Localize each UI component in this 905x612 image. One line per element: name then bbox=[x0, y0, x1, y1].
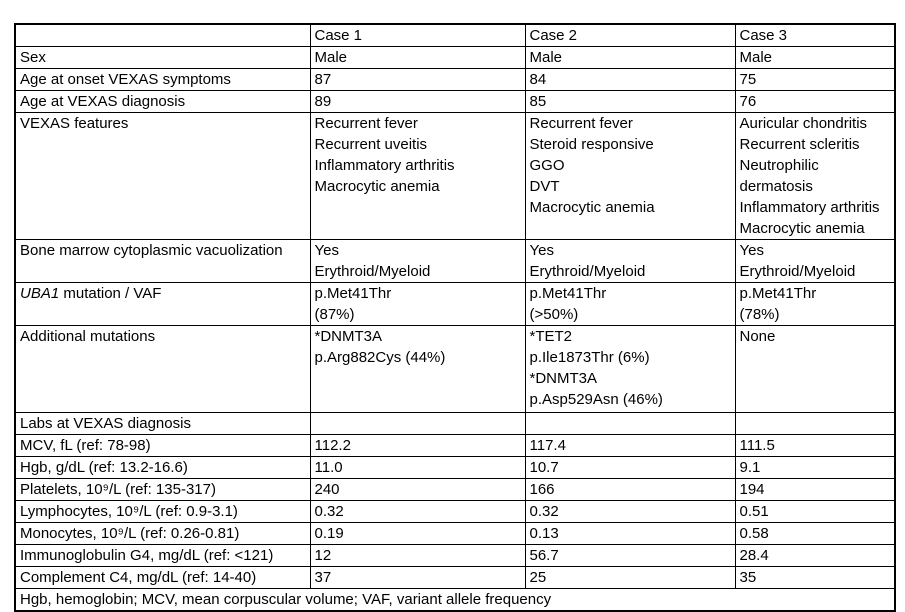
table-footnote: Hgb, hemoglobin; MCV, mean corpuscular v… bbox=[14, 588, 896, 612]
table-row-vexas-features: VEXAS features Recurrent fever Recurrent… bbox=[14, 112, 896, 240]
cell-empty bbox=[734, 412, 896, 435]
cell-value: Yes Erythroid/Myeloid bbox=[309, 239, 526, 283]
cell-value: 87 bbox=[309, 68, 526, 91]
cell-value: p.Met41Thr (>50%) bbox=[524, 282, 736, 326]
table-row-labs-header: Labs at VEXAS diagnosis bbox=[14, 412, 896, 435]
cell-value: 9.1 bbox=[734, 456, 896, 479]
table-row-additional-mutations: Additional mutations *DNMT3A p.Arg882Cys… bbox=[14, 325, 896, 413]
cell-value: 117.4 bbox=[524, 434, 736, 457]
cell-value: 166 bbox=[524, 478, 736, 501]
table-header-row: Case 1 Case 2 Case 3 bbox=[14, 23, 896, 47]
cell-value: 0.58 bbox=[734, 522, 896, 545]
table-row-hgb: Hgb, g/dL (ref: 13.2-16.6) 11.0 10.7 9.1 bbox=[14, 456, 896, 479]
cell-value: 240 bbox=[309, 478, 526, 501]
table-row-complement-c4: Complement C4, mg/dL (ref: 14-40) 37 25 … bbox=[14, 566, 896, 589]
table-row-monocytes: Monocytes, 10⁹/L (ref: 0.26-0.81) 0.19 0… bbox=[14, 522, 896, 545]
table-row-age-onset: Age at onset VEXAS symptoms 87 84 75 bbox=[14, 68, 896, 91]
cell-value: Recurrent fever Recurrent uveitis Inflam… bbox=[309, 112, 526, 240]
cell-value: Yes Erythroid/Myeloid bbox=[734, 239, 896, 283]
cell-value: Yes Erythroid/Myeloid bbox=[524, 239, 736, 283]
table-row-igg4: Immunoglobulin G4, mg/dL (ref: <121) 12 … bbox=[14, 544, 896, 567]
cell-value: 12 bbox=[309, 544, 526, 567]
table-row-lymphocytes: Lymphocytes, 10⁹/L (ref: 0.9-3.1) 0.32 0… bbox=[14, 500, 896, 523]
cell-value: 10.7 bbox=[524, 456, 736, 479]
cell-value: p.Met41Thr (78%) bbox=[734, 282, 896, 326]
cell-value: 0.51 bbox=[734, 500, 896, 523]
row-label: Sex bbox=[14, 46, 311, 69]
row-label: Hgb, g/dL (ref: 13.2-16.6) bbox=[14, 456, 311, 479]
cell-value: 56.7 bbox=[524, 544, 736, 567]
cell-value: Male bbox=[309, 46, 526, 69]
cell-value: Male bbox=[734, 46, 896, 69]
table-row-vacuolization: Bone marrow cytoplasmic vacuolization Ye… bbox=[14, 239, 896, 283]
header-case1: Case 1 bbox=[309, 23, 526, 47]
table-row-sex: Sex Male Male Male bbox=[14, 46, 896, 69]
cell-value: None bbox=[734, 325, 896, 413]
table-footnote-row: Hgb, hemoglobin; MCV, mean corpuscular v… bbox=[14, 588, 896, 612]
row-label: MCV, fL (ref: 78-98) bbox=[14, 434, 311, 457]
row-label: UBA1 mutation / VAF bbox=[14, 282, 311, 326]
cell-value: 25 bbox=[524, 566, 736, 589]
row-label: Complement C4, mg/dL (ref: 14-40) bbox=[14, 566, 311, 589]
cell-value: 85 bbox=[524, 90, 736, 113]
cell-value: 111.5 bbox=[734, 434, 896, 457]
row-label-rest: mutation / VAF bbox=[59, 285, 162, 302]
header-case3: Case 3 bbox=[734, 23, 896, 47]
cell-value: Male bbox=[524, 46, 736, 69]
cell-value: Recurrent fever Steroid responsive GGO D… bbox=[524, 112, 736, 240]
cell-value: *TET2 p.Ile1873Thr (6%) *DNMT3A p.Asp529… bbox=[524, 325, 736, 413]
cell-value: 0.13 bbox=[524, 522, 736, 545]
cell-value: 11.0 bbox=[309, 456, 526, 479]
row-label: Additional mutations bbox=[14, 325, 311, 413]
row-label: Labs at VEXAS diagnosis bbox=[14, 412, 311, 435]
table-row-mcv: MCV, fL (ref: 78-98) 112.2 117.4 111.5 bbox=[14, 434, 896, 457]
cell-value: 0.32 bbox=[524, 500, 736, 523]
row-label: Immunoglobulin G4, mg/dL (ref: <121) bbox=[14, 544, 311, 567]
cell-value: 28.4 bbox=[734, 544, 896, 567]
cell-value: 89 bbox=[309, 90, 526, 113]
row-label: VEXAS features bbox=[14, 112, 311, 240]
cell-value: 194 bbox=[734, 478, 896, 501]
cell-empty bbox=[524, 412, 736, 435]
row-label: Bone marrow cytoplasmic vacuolization bbox=[14, 239, 311, 283]
row-label: Lymphocytes, 10⁹/L (ref: 0.9-3.1) bbox=[14, 500, 311, 523]
row-label: Age at onset VEXAS symptoms bbox=[14, 68, 311, 91]
row-label: Monocytes, 10⁹/L (ref: 0.26-0.81) bbox=[14, 522, 311, 545]
cell-value: 112.2 bbox=[309, 434, 526, 457]
header-corner-cell bbox=[14, 23, 311, 47]
row-label: Age at VEXAS diagnosis bbox=[14, 90, 311, 113]
table-row-age-diagnosis: Age at VEXAS diagnosis 89 85 76 bbox=[14, 90, 896, 113]
header-case2: Case 2 bbox=[524, 23, 736, 47]
gene-name-italic: UBA1 bbox=[20, 285, 60, 302]
cell-value: 0.32 bbox=[309, 500, 526, 523]
cell-value: p.Met41Thr (87%) bbox=[309, 282, 526, 326]
document-page: Case 1 Case 2 Case 3 Sex Male Male Male … bbox=[14, 23, 896, 612]
table-row-platelets: Platelets, 10⁹/L (ref: 135-317) 240 166 … bbox=[14, 478, 896, 501]
cell-value: 35 bbox=[734, 566, 896, 589]
table-row-uba1-mutation: UBA1 mutation / VAF p.Met41Thr (87%) p.M… bbox=[14, 282, 896, 326]
cell-value: *DNMT3A p.Arg882Cys (44%) bbox=[309, 325, 526, 413]
cell-value: 84 bbox=[524, 68, 736, 91]
cell-empty bbox=[309, 412, 526, 435]
cell-value: Auricular chondritis Recurrent scleritis… bbox=[734, 112, 896, 240]
cell-value: 75 bbox=[734, 68, 896, 91]
cell-value: 76 bbox=[734, 90, 896, 113]
cell-value: 37 bbox=[309, 566, 526, 589]
vexas-case-table: Case 1 Case 2 Case 3 Sex Male Male Male … bbox=[14, 23, 896, 612]
row-label: Platelets, 10⁹/L (ref: 135-317) bbox=[14, 478, 311, 501]
cell-value: 0.19 bbox=[309, 522, 526, 545]
